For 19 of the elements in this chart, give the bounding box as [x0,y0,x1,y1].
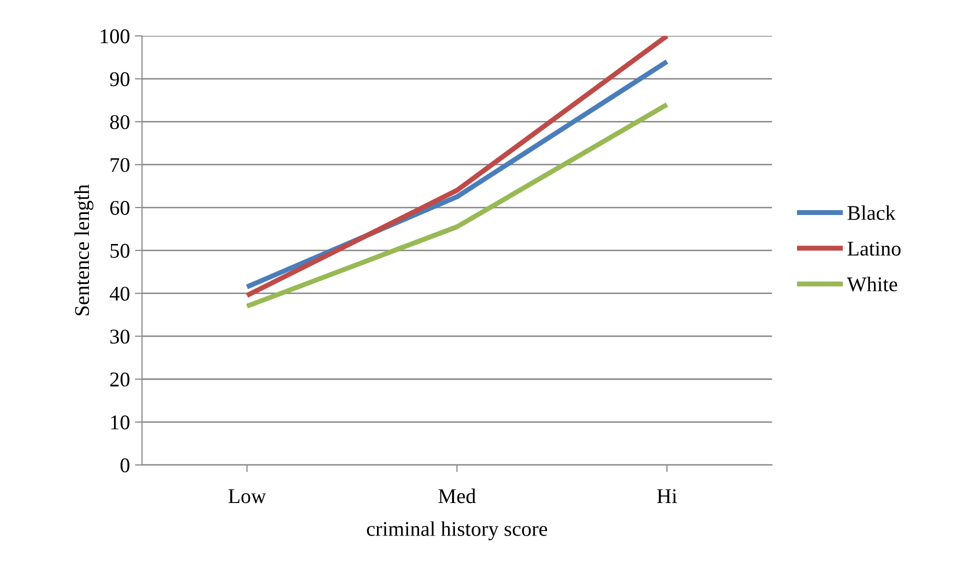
y-tick-label: 70 [110,158,130,172]
legend-label: Black [848,205,896,220]
x-tick-label: Hi [657,489,677,504]
legend-label: Latino [848,242,901,256]
y-tick-label: 90 [110,72,130,86]
legend-label: White [847,276,898,292]
y-axis-title: Sentence length [74,184,94,316]
x-axis-title: criminal history score [366,521,548,540]
y-tick-label: 40 [110,286,130,301]
y-tick-label: 30 [110,330,130,344]
y-tick-label: 10 [111,415,130,430]
x-tick-label: Low [228,489,266,504]
y-tick-label: 0 [120,458,130,472]
y-tick-label: 50 [110,244,130,258]
y-tick-label: 20 [110,372,130,387]
x-tick-label: Med [438,488,476,504]
y-tick-label: 80 [110,115,130,130]
y-tick-label: 60 [110,200,130,215]
y-tick-label: 100 [100,29,130,44]
